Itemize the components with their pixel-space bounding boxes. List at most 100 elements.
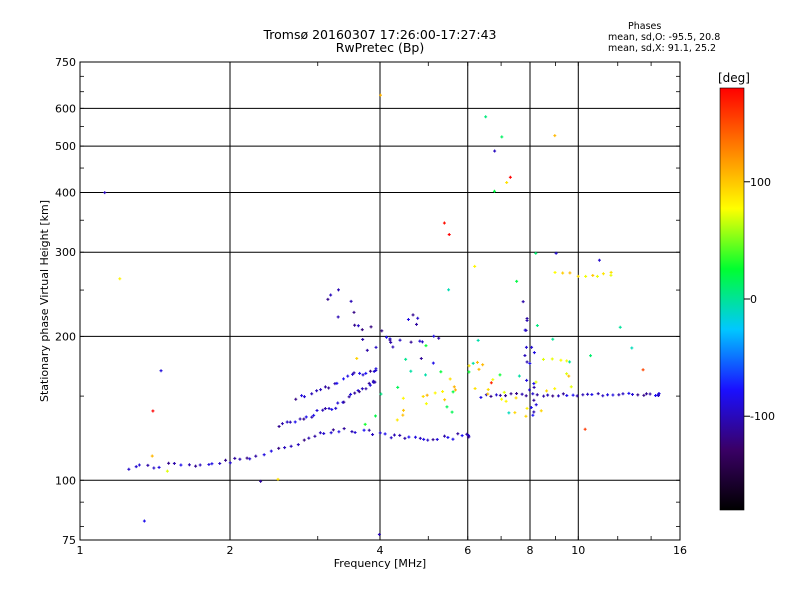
data-point <box>342 377 346 381</box>
data-point <box>539 409 543 413</box>
data-point <box>401 396 405 400</box>
data-point <box>293 420 297 424</box>
data-point <box>515 392 519 396</box>
data-point <box>395 418 399 422</box>
data-point <box>586 392 590 396</box>
data-point <box>413 435 417 439</box>
data-point <box>565 394 569 398</box>
data-point <box>346 374 350 378</box>
data-point <box>418 339 422 343</box>
phase-colorbar <box>719 87 745 511</box>
data-point <box>315 409 319 413</box>
data-point <box>492 189 496 193</box>
data-point <box>302 438 306 442</box>
data-point <box>398 433 402 437</box>
data-point <box>313 434 317 438</box>
data-point <box>315 389 319 393</box>
data-point <box>568 271 572 275</box>
data-point <box>568 360 572 364</box>
data-point <box>369 325 373 329</box>
y-tick-label: 200 <box>55 330 76 343</box>
data-point <box>515 279 519 283</box>
data-point <box>521 300 525 304</box>
data-point <box>529 406 533 410</box>
data-point <box>550 357 554 361</box>
data-point <box>353 431 357 434</box>
data-point <box>289 444 293 448</box>
data-point <box>336 401 340 405</box>
data-point <box>445 405 449 409</box>
data-point <box>411 313 415 317</box>
data-point <box>523 328 527 332</box>
data-point <box>352 371 356 375</box>
data-point <box>409 369 413 373</box>
data-point <box>527 388 531 392</box>
data-point <box>606 393 610 397</box>
data-point <box>491 378 495 382</box>
data-point <box>321 408 325 412</box>
data-point <box>259 479 263 483</box>
data-point <box>207 462 211 466</box>
data-point <box>379 93 383 97</box>
data-point <box>310 415 314 419</box>
data-point <box>319 388 323 392</box>
data-point <box>500 397 504 401</box>
data-point <box>657 392 661 396</box>
data-point <box>443 398 447 402</box>
data-point <box>392 433 396 437</box>
x-axis-ticks: 1 2 4 6 8 10 16 <box>77 62 687 557</box>
data-point <box>378 431 382 435</box>
data-point <box>520 392 524 396</box>
y-axis-label: Stationary phase Virtual Height [km] <box>38 200 51 402</box>
y-tick-label: 100 <box>55 474 76 487</box>
data-point <box>424 373 428 377</box>
colorbar-tick-label: -100 <box>750 410 775 423</box>
data-point <box>498 373 502 377</box>
data-point <box>532 351 536 355</box>
data-point <box>648 392 652 396</box>
data-point <box>364 371 368 375</box>
data-point <box>473 387 477 391</box>
data-point <box>172 461 176 465</box>
data-point <box>583 427 587 431</box>
data-point <box>553 387 557 391</box>
data-point <box>118 277 122 281</box>
data-point <box>591 273 595 277</box>
data-point <box>504 399 508 403</box>
phase-stats-x-mode: mean, sd,X: 91.1, 25.2 <box>608 43 717 54</box>
chart-title: Tromsø 20160307 17:26:00-17:27:43 <box>263 27 497 42</box>
data-point <box>467 370 471 374</box>
y-tick-label: 400 <box>55 186 76 199</box>
data-point <box>331 428 335 432</box>
data-point <box>360 328 364 332</box>
data-point <box>486 388 490 392</box>
data-point <box>595 274 599 278</box>
data-point <box>507 411 511 415</box>
data-point <box>127 467 131 471</box>
data-point <box>361 337 365 341</box>
data-point <box>530 345 534 349</box>
colorbar-tick-label: 0 <box>750 293 757 306</box>
data-point <box>210 462 214 466</box>
data-point <box>433 391 437 395</box>
data-point <box>310 392 314 396</box>
data-point <box>571 393 575 397</box>
data-point <box>374 345 378 349</box>
data-point <box>334 406 338 410</box>
data-point <box>448 377 452 381</box>
data-point <box>551 337 555 341</box>
x-tick-label: 8 <box>527 544 534 557</box>
data-point <box>415 322 419 326</box>
data-point <box>347 395 351 399</box>
data-point <box>471 361 475 365</box>
data-point <box>523 354 527 358</box>
y-tick-label: 500 <box>55 140 76 153</box>
data-point <box>609 273 613 277</box>
data-point <box>329 293 333 297</box>
data-point <box>467 364 471 368</box>
data-point <box>374 367 378 371</box>
data-point <box>304 415 308 419</box>
data-point <box>285 420 289 424</box>
data-point <box>137 463 141 467</box>
data-point <box>451 390 455 394</box>
